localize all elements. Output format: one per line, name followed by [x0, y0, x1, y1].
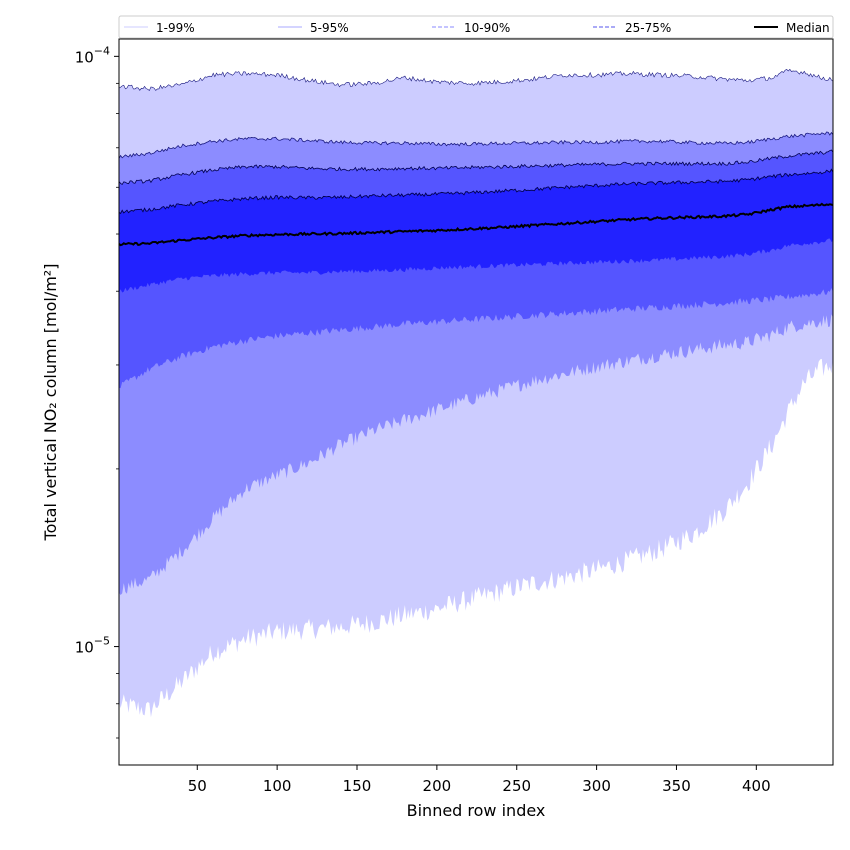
y-axis-ticks: 10−5 10−4: [75, 44, 119, 739]
legend-box: [118, 15, 834, 39]
median-line: [118, 202, 834, 247]
x-tick-label: 350: [662, 777, 691, 795]
x-tick-label: 50: [188, 777, 207, 795]
line-p75: [118, 168, 834, 215]
x-tick-label: 150: [343, 777, 372, 795]
legend-label: 10-90%: [464, 21, 510, 35]
x-tick-label: 100: [263, 777, 292, 795]
y-tick-label: 10−5: [75, 635, 110, 657]
plot-frame: [118, 38, 834, 766]
y-tick-label: 10−4: [75, 44, 110, 66]
line-p90: [118, 149, 834, 186]
x-tick-label: 250: [502, 777, 531, 795]
legend-label: Median: [786, 21, 830, 35]
line-p95: [118, 131, 834, 159]
x-tick-label: 200: [423, 777, 452, 795]
x-axis-label: Binned row index: [407, 801, 546, 820]
legend-label: 1-99%: [156, 21, 195, 35]
legend: 1-99% 5-95% 10-90% 25-75% Median: [118, 15, 834, 39]
x-tick-label: 400: [742, 777, 771, 795]
legend-label: 5-95%: [310, 21, 349, 35]
x-tick-label: 300: [582, 777, 611, 795]
legend-label: 25-75%: [625, 21, 671, 35]
band-25-75: [119, 169, 833, 294]
y-axis-label: Total vertical NO₂ column [mol/m²]: [41, 264, 60, 542]
x-axis-ticks: 50 100 150 200 250 300 350 400: [188, 765, 771, 795]
percentile-bands: [118, 68, 834, 718]
line-p99: [118, 68, 834, 92]
